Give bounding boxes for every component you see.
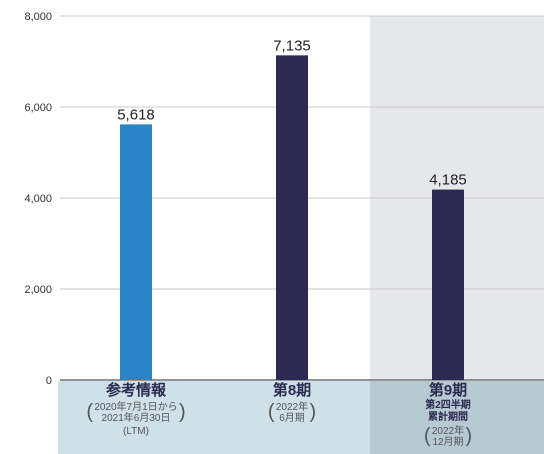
bar [120, 124, 152, 380]
y-tick-label: 0 [46, 375, 52, 387]
y-axis-tick-labels: 0 2,000 4,000 6,000 8,000 [24, 11, 52, 387]
y-tick-label: 8,000 [24, 11, 52, 23]
category-title: 第8期 [272, 382, 312, 399]
category-subtitle: 第2四半期 [425, 400, 471, 411]
data-label: 5,618 [117, 106, 155, 123]
category-title: 第9期 [428, 382, 468, 399]
category-title: 参考情報 [105, 382, 166, 399]
category-extra-note: (LTM) [123, 426, 149, 437]
bar [276, 55, 308, 381]
bars [120, 55, 464, 381]
y-tick-label: 6,000 [24, 102, 52, 114]
y-tick-label: 2,000 [24, 284, 52, 296]
y-tick-label: 4,000 [24, 193, 52, 205]
data-label: 7,135 [273, 37, 311, 54]
bar [432, 189, 464, 380]
category-subtitle: 累計期間 [428, 412, 468, 423]
data-label: 4,185 [429, 172, 467, 189]
value-labels: 5,618 7,135 4,185 [117, 37, 467, 188]
